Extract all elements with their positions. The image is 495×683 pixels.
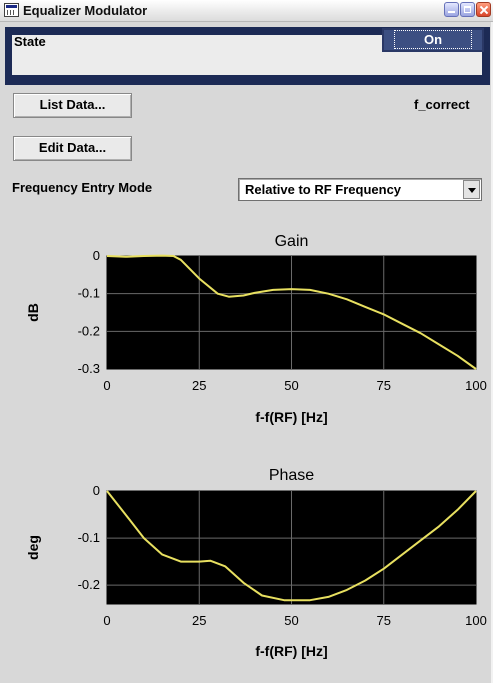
- frequency-entry-mode-value: Relative to RF Frequency: [245, 182, 402, 197]
- maximize-icon[interactable]: [460, 2, 475, 17]
- edit-data-button[interactable]: Edit Data...: [13, 136, 132, 161]
- phase-ylabel: deg: [25, 535, 41, 560]
- gain-xlabel: f-f(RF) [Hz]: [255, 409, 327, 425]
- gain-chart-title: Gain: [275, 233, 309, 250]
- phase-chart: Phase 0 25 50 75 100 0 -0.1 -0.2 f-f(RF) [Hz] deg: [25, 467, 487, 659]
- gain-ytick-label: -0.2: [78, 323, 100, 338]
- gain-xtick-label: 75: [377, 378, 391, 393]
- gain-xtick-label: 0: [103, 378, 110, 393]
- frequency-entry-mode-label: Frequency Entry Mode: [12, 180, 153, 195]
- phase-xtick-label: 25: [192, 613, 206, 628]
- gain-xtick-label: 50: [284, 378, 298, 393]
- window-title: Equalizer Modulator: [23, 3, 148, 18]
- frequency-entry-mode-select[interactable]: Relative to RF Frequency: [238, 178, 482, 201]
- app-icon: [4, 3, 19, 17]
- phase-xtick-label: 100: [465, 613, 487, 628]
- gain-xtick-label: 100: [465, 378, 487, 393]
- phase-xtick-label: 0: [103, 613, 110, 628]
- minimize-icon[interactable]: [444, 2, 459, 17]
- gain-chart: Gain 0 25 50 75 100 0 -0.1 -0.2 -0.3 f-f(RF) [Hz] d…: [25, 233, 487, 425]
- phase-xtick-label: 75: [377, 613, 391, 628]
- phase-chart-title: Phase: [269, 467, 314, 484]
- title-bar[interactable]: Equalizer Modulator: [0, 0, 493, 22]
- state-toggle-button[interactable]: On: [382, 28, 484, 52]
- phase-series-line: [106, 490, 477, 602]
- gain-ytick-label: 0: [93, 248, 100, 263]
- chevron-down-icon[interactable]: [463, 180, 480, 199]
- close-icon[interactable]: [476, 2, 491, 17]
- phase-ytick-label: -0.2: [78, 577, 100, 592]
- gain-ytick-label: -0.3: [78, 361, 100, 376]
- phase-xlabel: f-f(RF) [Hz]: [255, 643, 327, 659]
- state-value: On: [393, 30, 473, 49]
- phase-ytick-label: -0.1: [78, 530, 100, 545]
- phase-ytick-label: 0: [93, 483, 100, 498]
- list-name: f_correct: [414, 97, 470, 112]
- state-label: State: [14, 34, 46, 49]
- phase-xtick-label: 50: [284, 613, 298, 628]
- gain-ylabel: dB: [25, 303, 41, 322]
- gain-ytick-label: -0.1: [78, 286, 100, 301]
- gain-series-line: [106, 254, 477, 370]
- list-data-button[interactable]: List Data...: [13, 93, 132, 118]
- gain-xtick-label: 25: [192, 378, 206, 393]
